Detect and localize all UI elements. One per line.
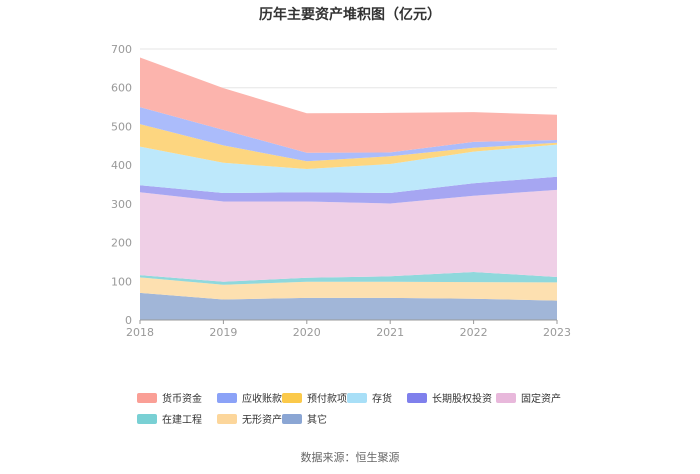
legend-item[interactable]: 长期股权投资 (407, 392, 492, 405)
area-series-1 (140, 277, 557, 301)
area-layer (140, 57, 557, 320)
legend-item[interactable]: 在建工程 (137, 413, 202, 426)
legend-swatch (282, 414, 302, 424)
legend-item[interactable]: 其它 (282, 413, 327, 426)
x-tick-label: 2018 (126, 326, 154, 339)
area-series-8 (140, 57, 557, 153)
area-series-5 (140, 144, 557, 193)
x-tick-label: 2020 (293, 326, 321, 339)
legend-swatch (407, 393, 427, 403)
y-tick-label: 300 (111, 198, 132, 211)
legend-label: 存货 (372, 392, 392, 405)
x-tick-label: 2022 (460, 326, 488, 339)
area-series-2 (140, 272, 557, 285)
axis-layer: 0 100 200 300 400 500 600 700 2018 2019 2020 2021 20… (111, 43, 571, 339)
legend-item[interactable]: 无形资产 (217, 413, 282, 426)
y-tick-label: 100 (111, 275, 132, 288)
x-tick-label: 2023 (543, 326, 571, 339)
area-series-0 (140, 292, 557, 320)
chart-title: 历年主要资产堆积图（亿元） (259, 6, 441, 23)
legend-label: 长期股权投资 (432, 392, 492, 405)
area-series-7 (140, 107, 557, 162)
legend-label: 无形资产 (242, 413, 282, 426)
legend-item[interactable]: 固定资产 (496, 392, 561, 405)
y-tick-label: 700 (111, 43, 132, 56)
y-tick-label: 200 (111, 237, 132, 250)
x-tick-label: 2019 (209, 326, 237, 339)
y-tick-label: 500 (111, 120, 132, 133)
legend-swatch (137, 414, 157, 424)
legend-item[interactable]: 货币资金 (137, 392, 202, 405)
y-tick-label: 0 (125, 314, 132, 327)
legend-label: 预付款项 (307, 392, 347, 405)
area-series-6 (140, 124, 557, 169)
legend-swatch (347, 393, 367, 403)
legend-label: 在建工程 (162, 413, 202, 426)
legend-swatch (496, 393, 516, 403)
legend-item[interactable]: 存货 (347, 392, 392, 405)
legend-swatch (137, 393, 157, 403)
data-source: 数据来源：恒生聚源 (301, 450, 400, 464)
area-series-4 (140, 176, 557, 204)
area-series-3 (140, 189, 557, 282)
legend-label: 货币资金 (162, 392, 202, 405)
legend-item[interactable]: 应收账款 (217, 392, 282, 405)
legend-swatch (217, 393, 237, 403)
legend-swatch (217, 414, 237, 424)
y-tick-label: 600 (111, 82, 132, 95)
legend-label: 其它 (307, 413, 327, 426)
legend-item[interactable]: 预付款项 (282, 392, 347, 405)
legend-label: 固定资产 (521, 392, 561, 405)
legend-swatch (282, 393, 302, 403)
y-tick-label: 400 (111, 159, 132, 172)
x-tick-label: 2021 (376, 326, 404, 339)
legend-label: 应收账款 (242, 392, 282, 405)
